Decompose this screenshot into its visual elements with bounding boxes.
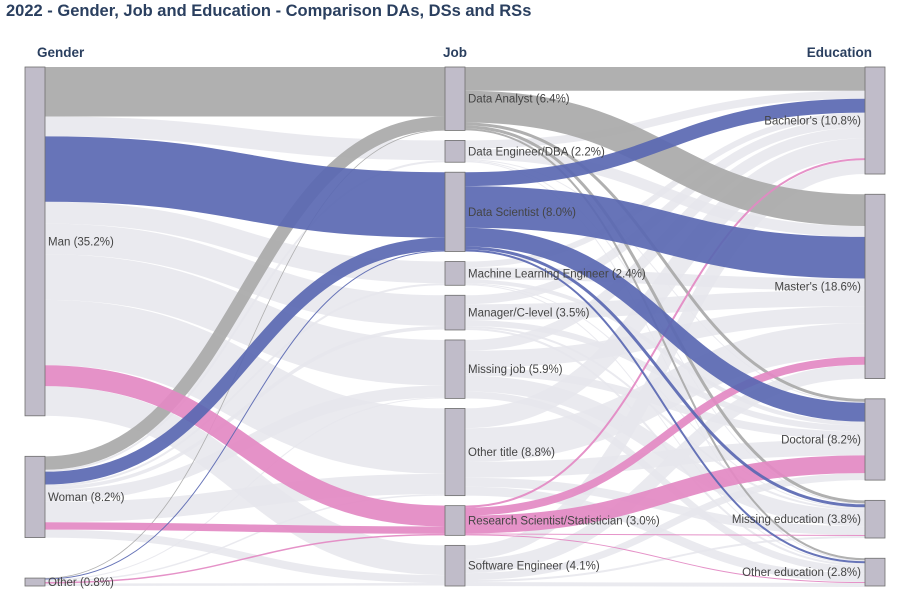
link-woman-to-ds[interactable]	[44, 237, 446, 485]
link-ot-to-doc[interactable]	[464, 439, 866, 478]
link-de-to-bach[interactable]	[464, 90, 866, 149]
node-man[interactable]	[24, 66, 46, 417]
node-rs[interactable]	[444, 505, 466, 536]
node-se[interactable]	[444, 544, 466, 587]
node-label-man: Man (35.2%)	[48, 236, 114, 248]
node-label-mast: Master's (18.6%)	[774, 281, 861, 293]
link-ot-to-me[interactable]	[464, 477, 866, 536]
node-label-ot: Other title (8.8%)	[468, 447, 555, 459]
column-header-education: Education	[807, 45, 872, 60]
node-mast[interactable]	[864, 193, 886, 379]
link-man-to-ds[interactable]	[44, 136, 446, 238]
link-mle-to-oe[interactable]	[464, 284, 866, 565]
link-woman-to-se[interactable]	[44, 529, 446, 584]
link-rs-to-oe[interactable]	[464, 534, 866, 584]
node-label-rs: Research Scientist/Statistician (3.0%)	[468, 516, 660, 528]
link-ot-to-bach[interactable]	[464, 138, 866, 429]
node-label-da: Data Analyst (6.4%)	[468, 94, 570, 106]
node-doc[interactable]	[864, 398, 886, 481]
node-other[interactable]	[24, 577, 46, 587]
link-other-to-mj[interactable]	[44, 397, 446, 581]
node-label-woman: Woman (8.2%)	[48, 492, 125, 504]
node-oe[interactable]	[864, 557, 886, 587]
node-me[interactable]	[864, 499, 886, 539]
link-da-to-doc[interactable]	[464, 122, 866, 402]
link-se-to-mast[interactable]	[464, 364, 866, 574]
link-other-to-rs[interactable]	[44, 533, 446, 584]
node-label-oe: Other education (2.8%)	[742, 567, 861, 579]
node-de[interactable]	[444, 140, 466, 163]
link-rs-to-doc[interactable]	[464, 455, 866, 534]
node-label-mgr: Manager/C-level (3.5%)	[468, 308, 590, 320]
link-man-to-rs[interactable]	[44, 365, 446, 527]
node-label-se: Software Engineer (4.1%)	[468, 561, 600, 573]
chart-title: 2022 - Gender, Job and Education - Compa…	[6, 2, 532, 20]
link-da-to-mast[interactable]	[464, 90, 866, 226]
node-bach[interactable]	[864, 66, 886, 175]
link-man-to-mgr[interactable]	[44, 223, 446, 327]
column-headers: Gender Job Education	[37, 45, 872, 60]
link-man-to-se[interactable]	[44, 386, 446, 576]
link-man-to-mj[interactable]	[44, 254, 446, 386]
link-ot-to-mast[interactable]	[464, 323, 866, 462]
node-label-other: Other (0.8%)	[48, 577, 114, 589]
link-rs-to-me[interactable]	[464, 533, 866, 537]
node-ds[interactable]	[444, 171, 466, 252]
link-ds-to-mast[interactable]	[464, 186, 866, 279]
link-man-to-de[interactable]	[44, 116, 446, 161]
node-mj[interactable]	[444, 339, 466, 399]
link-woman-to-ot[interactable]	[44, 473, 446, 523]
nodes-layer	[24, 66, 886, 587]
link-man-to-ot[interactable]	[44, 299, 446, 474]
link-mle-to-bach[interactable]	[464, 112, 866, 268]
link-ds-to-oe[interactable]	[464, 249, 866, 564]
links-layer	[44, 66, 866, 587]
link-ds-to-bach[interactable]	[464, 98, 866, 187]
column-header-gender: Gender	[37, 45, 85, 60]
node-label-mle: Machine Learning Engineer (2.4%)	[468, 268, 646, 280]
node-label-me: Missing education (3.8%)	[732, 514, 861, 526]
node-label-ds: Data Scientist (8.0%)	[468, 207, 576, 219]
link-mgr-to-mast[interactable]	[464, 290, 866, 321]
link-man-to-mle[interactable]	[44, 201, 446, 284]
node-mgr[interactable]	[444, 294, 466, 331]
link-woman-to-rs[interactable]	[44, 522, 446, 534]
node-label-mj: Missing job (5.9%)	[468, 364, 563, 376]
node-label-bach: Bachelor's (10.8%)	[764, 116, 861, 128]
link-ds-to-me[interactable]	[464, 246, 866, 508]
node-label-doc: Doctoral (8.2%)	[781, 434, 861, 446]
node-woman[interactable]	[24, 455, 46, 538]
link-se-to-oe[interactable]	[464, 582, 866, 587]
link-rs-to-mast[interactable]	[464, 356, 866, 516]
node-ot[interactable]	[444, 408, 466, 497]
link-ds-to-doc[interactable]	[464, 227, 866, 422]
link-other-to-ds[interactable]	[44, 250, 446, 580]
node-label-de: Data Engineer/DBA (2.2%)	[468, 146, 605, 158]
node-mle[interactable]	[444, 261, 466, 286]
link-woman-to-mgr[interactable]	[44, 326, 446, 491]
column-header-job: Job	[443, 45, 467, 60]
link-woman-to-mle[interactable]	[44, 283, 446, 487]
link-woman-to-da[interactable]	[44, 116, 446, 470]
labels-layer: Man (35.2%) Woman (8.2%) Other (0.8%) Data …	[48, 94, 861, 589]
node-da[interactable]	[444, 66, 466, 131]
